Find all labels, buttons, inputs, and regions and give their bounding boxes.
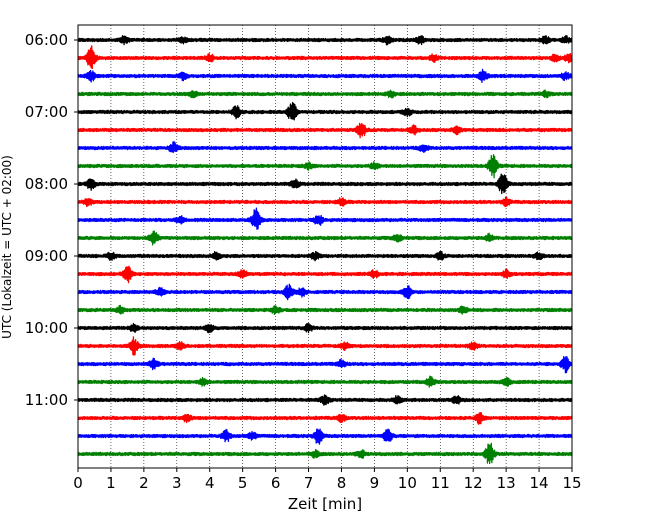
x-tick-label: 1 — [106, 474, 116, 492]
grid-lines — [110, 25, 540, 468]
seismogram-trace — [77, 122, 573, 139]
x-axis-label: Zeit [min] — [288, 495, 362, 513]
x-ticks: 0 1 2 3 4 5 6 7 8 9 10 11 12 13 14 15 — [73, 468, 582, 492]
x-tick-label: 15 — [562, 474, 581, 492]
seismogram-trace — [77, 89, 573, 99]
seismogram-trace — [77, 141, 573, 153]
x-tick-label: 0 — [73, 474, 83, 492]
plot-frame — [77, 24, 573, 469]
seismogram-trace — [77, 230, 573, 246]
x-tick-label: 9 — [370, 474, 380, 492]
seismogram-trace — [77, 45, 573, 70]
y-tick-label: 11:00 — [25, 391, 68, 409]
x-tick-label: 10 — [398, 474, 417, 492]
seismogram-trace — [77, 265, 573, 284]
x-tick-label: 5 — [238, 474, 248, 492]
y-tick-label: 10:00 — [25, 319, 68, 337]
seismogram-trace — [77, 336, 573, 356]
seismogram-trace — [77, 375, 573, 388]
x-tick-label: 6 — [271, 474, 281, 492]
x-tick-label: 13 — [497, 474, 516, 492]
x-tick-label: 4 — [205, 474, 215, 492]
y-ticks: 06:00 07:00 08:00 09:00 10:00 11:00 — [25, 31, 78, 409]
seismogram-trace — [77, 322, 573, 334]
x-tick-label: 11 — [431, 474, 450, 492]
x-tick-label: 7 — [304, 474, 314, 492]
seismogram-trace — [77, 250, 573, 262]
seismogram-trace — [77, 207, 573, 230]
seismogram-trace — [77, 304, 573, 316]
seismogram-trace — [77, 283, 573, 301]
y-tick-label: 06:00 — [25, 31, 68, 49]
seismogram-trace — [77, 442, 573, 465]
seismogram-trace — [77, 34, 573, 46]
seismogram-trace — [77, 68, 573, 83]
y-tick-label: 07:00 — [25, 103, 68, 121]
x-tick-label: 3 — [172, 474, 182, 492]
seismogram-trace — [77, 101, 573, 121]
y-tick-label: 08:00 — [25, 175, 68, 193]
seismogram-trace — [77, 355, 573, 374]
seismogram-trace — [77, 154, 573, 179]
seismogram-trace — [77, 196, 573, 208]
trace-lines — [77, 34, 573, 465]
seismogram-trace — [77, 428, 573, 445]
y-tick-label: 09:00 — [25, 247, 68, 265]
x-tick-label: 12 — [464, 474, 483, 492]
seismogram-trace — [77, 394, 573, 406]
x-tick-label: 14 — [530, 474, 549, 492]
y-axis-label: UTC (Lokalzeit = UTC + 02:00) — [0, 155, 14, 339]
seismogram-trace — [77, 412, 573, 425]
x-tick-label: 2 — [139, 474, 149, 492]
seismogram-trace — [77, 173, 573, 195]
x-tick-label: 8 — [337, 474, 347, 492]
